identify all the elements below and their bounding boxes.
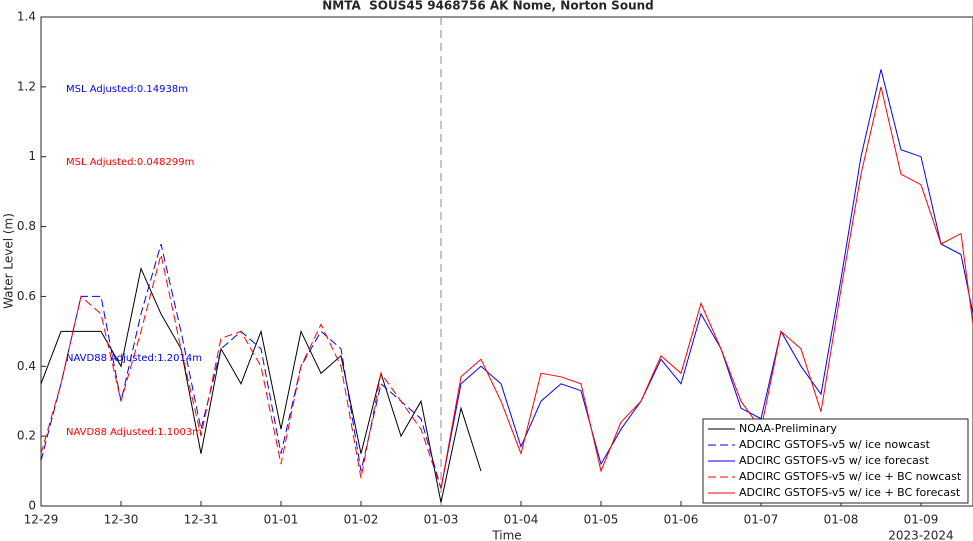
x-tick-label: 01-05 (584, 513, 619, 527)
x-tick-label: 01-04 (504, 513, 539, 527)
y-tick-label: 0.2 (17, 429, 36, 443)
x-axis-label: Time (491, 529, 521, 541)
chart-title: NMTA SOUS45 9468756 AK Nome, Norton Soun… (322, 0, 654, 13)
y-tick-label: 1.2 (17, 79, 36, 93)
y-tick-label: 0 (28, 499, 36, 513)
x-tick-label: 01-09 (904, 513, 939, 527)
series-line (440, 86, 973, 489)
annotation: NAVD88 Adjusted:1.1003m (66, 427, 202, 438)
y-tick-label: 0.6 (17, 289, 36, 303)
x-tick-label: 12-29 (24, 513, 59, 527)
series-line (40, 254, 442, 489)
x-sublabel: 2023-2024 (888, 529, 953, 541)
legend-box (702, 418, 969, 504)
y-tick-label: 0.4 (17, 359, 36, 373)
legend-label: ADCIRC GSTOFS-v5 w/ ice + BC forecast (739, 486, 961, 499)
x-tick-label: 01-07 (744, 513, 779, 527)
legend-label: ADCIRC GSTOFS-v5 w/ ice forecast (739, 454, 930, 467)
x-tick-label: 01-08 (824, 513, 859, 527)
series-line (440, 69, 973, 489)
series-line (40, 243, 442, 489)
x-tick-label: 01-03 (424, 513, 459, 527)
x-tick-label: 01-01 (264, 513, 299, 527)
y-tick-label: 1 (28, 149, 36, 163)
x-tick-label: 01-06 (664, 513, 699, 527)
annotation: MSL Adjusted:0.14938m (66, 84, 188, 95)
y-axis-label: Water Level (m) (2, 213, 16, 309)
series-line (40, 266, 482, 503)
x-tick-label: 12-30 (104, 513, 139, 527)
legend-label: NOAA-Preliminary (739, 422, 837, 435)
x-tick-label: 12-31 (184, 513, 219, 527)
y-tick-label: 1.4 (17, 10, 36, 24)
plot-area (40, 16, 973, 507)
legend-label: ADCIRC GSTOFS-v5 w/ ice + BC nowcast (739, 470, 962, 483)
x-tick-label: 01-02 (344, 513, 379, 527)
y-tick-label: 0.8 (17, 219, 36, 233)
annotation: NAVD88 Adjusted:1.2014m (66, 353, 202, 364)
legend-label: ADCIRC GSTOFS-v5 w/ ice nowcast (739, 438, 931, 451)
annotation: MSL Adjusted:0.048299m (66, 157, 194, 168)
